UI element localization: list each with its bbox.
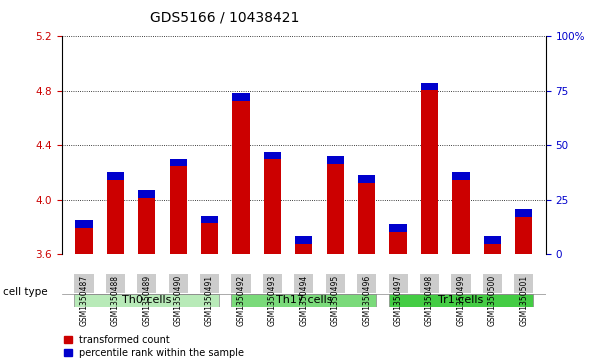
Legend: transformed count, percentile rank within the sample: transformed count, percentile rank withi… (64, 335, 244, 358)
Bar (232, 93, 250, 101)
Bar (357, 274, 376, 293)
Bar (483, 274, 502, 293)
Text: GSM1350495: GSM1350495 (331, 275, 340, 326)
Text: GSM1350488: GSM1350488 (111, 275, 120, 326)
Bar (389, 224, 407, 254)
Text: GSM1350493: GSM1350493 (268, 275, 277, 326)
Bar (389, 224, 407, 232)
Text: GSM1350489: GSM1350489 (142, 275, 151, 326)
Text: Th0 cells: Th0 cells (122, 295, 172, 305)
Text: GSM1350499: GSM1350499 (457, 275, 466, 326)
Bar (451, 274, 470, 293)
Text: GSM1350501: GSM1350501 (519, 275, 528, 326)
Bar (358, 175, 375, 183)
Bar (231, 274, 251, 293)
Bar (295, 236, 313, 254)
Text: GSM1350487: GSM1350487 (80, 275, 88, 326)
Text: GSM1350490: GSM1350490 (173, 275, 183, 326)
Bar (327, 156, 344, 254)
Bar (484, 236, 501, 244)
Bar (294, 274, 313, 293)
Text: Th17 cells: Th17 cells (276, 295, 332, 305)
Bar (76, 220, 93, 228)
Bar (358, 175, 375, 254)
Bar (138, 190, 155, 197)
Bar (295, 236, 313, 244)
Text: GSM1350496: GSM1350496 (362, 275, 371, 326)
Bar (264, 152, 281, 254)
Bar (264, 152, 281, 159)
Text: Tr1 cells: Tr1 cells (438, 295, 484, 305)
Bar (200, 274, 219, 293)
Bar (421, 82, 438, 254)
Bar (326, 274, 345, 293)
Bar (514, 274, 533, 293)
Bar (420, 274, 439, 293)
Text: GSM1350497: GSM1350497 (394, 275, 402, 326)
Text: cell type: cell type (3, 287, 48, 297)
Bar (107, 172, 124, 180)
Bar (169, 159, 187, 166)
Text: GSM1350491: GSM1350491 (205, 275, 214, 326)
Text: GDS5166 / 10438421: GDS5166 / 10438421 (149, 11, 299, 25)
Bar (107, 172, 124, 254)
Bar (74, 274, 94, 293)
Text: GSM1350494: GSM1350494 (299, 275, 309, 326)
Bar (137, 274, 156, 293)
Bar (232, 93, 250, 254)
Bar (453, 172, 470, 254)
Bar (263, 274, 282, 293)
Bar (389, 274, 408, 293)
Bar (76, 220, 93, 254)
Bar (515, 209, 532, 217)
Bar (231, 294, 376, 307)
Bar (106, 274, 125, 293)
Bar (74, 294, 219, 307)
Bar (169, 159, 187, 254)
Text: GSM1350492: GSM1350492 (237, 275, 245, 326)
Bar (201, 216, 218, 224)
Bar (201, 216, 218, 254)
Bar (515, 209, 532, 254)
Bar (421, 82, 438, 90)
Bar (389, 294, 533, 307)
Bar (169, 274, 188, 293)
Text: GSM1350500: GSM1350500 (488, 275, 497, 326)
Bar (453, 172, 470, 180)
Bar (327, 156, 344, 164)
Bar (484, 236, 501, 254)
Bar (138, 190, 155, 254)
Text: GSM1350498: GSM1350498 (425, 275, 434, 326)
